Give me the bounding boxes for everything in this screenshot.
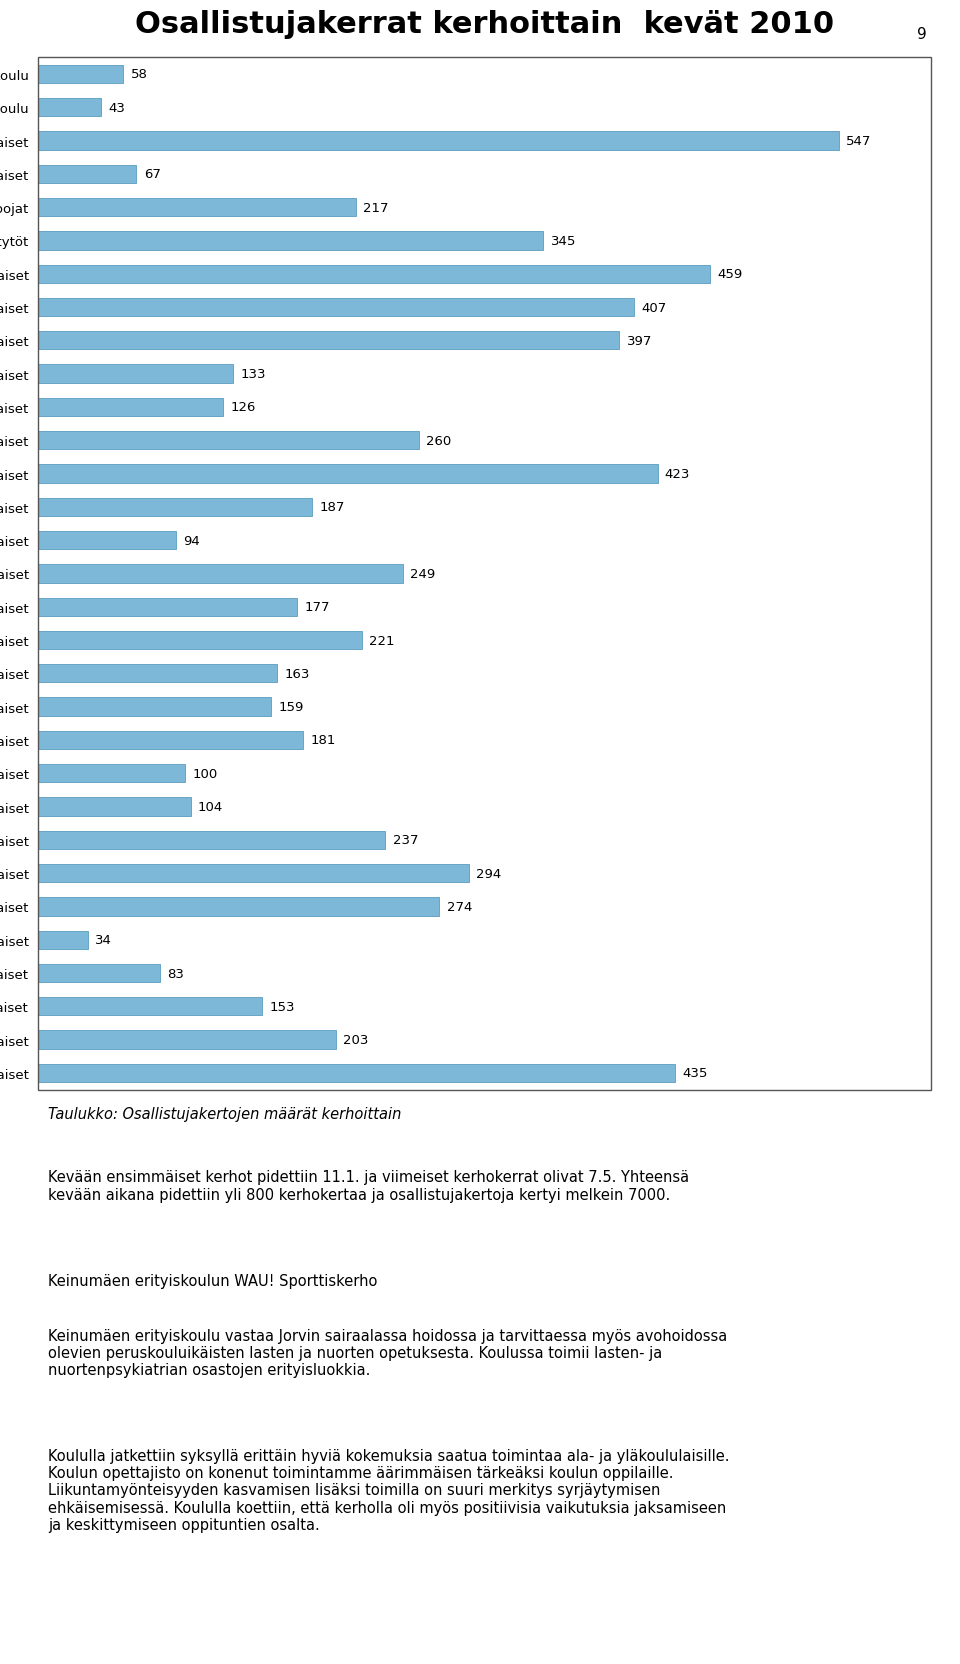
Text: 345: 345 xyxy=(551,235,576,248)
Bar xyxy=(38,965,160,982)
Bar xyxy=(38,532,176,549)
Text: 34: 34 xyxy=(95,934,112,947)
Bar xyxy=(38,932,88,948)
Bar xyxy=(38,133,839,151)
Bar xyxy=(38,399,223,418)
Text: 126: 126 xyxy=(230,401,255,414)
Text: 43: 43 xyxy=(108,102,126,115)
Text: 133: 133 xyxy=(240,368,266,381)
Bar xyxy=(38,1032,335,1050)
Bar xyxy=(38,431,419,449)
Bar xyxy=(38,466,658,484)
Bar xyxy=(38,266,710,285)
Text: Kevään ensimmäiset kerhot pidettiin 11.1. ja viimeiset kerhokerrat olivat 7.5. Y: Kevään ensimmäiset kerhot pidettiin 11.1… xyxy=(48,1170,689,1201)
Text: 159: 159 xyxy=(278,701,303,714)
Text: Taulukko: Osallistujakertojen määrät kerhoittain: Taulukko: Osallistujakertojen määrät ker… xyxy=(48,1107,401,1122)
Bar xyxy=(38,300,635,318)
Bar xyxy=(38,599,298,617)
Text: 67: 67 xyxy=(144,168,160,181)
Text: 100: 100 xyxy=(192,767,217,780)
Text: Keinumäen erityiskoulu vastaa Jorvin sairaalassa hoidossa ja tarvittaessa myös a: Keinumäen erityiskoulu vastaa Jorvin sai… xyxy=(48,1328,728,1378)
Text: 181: 181 xyxy=(311,734,336,747)
Text: 249: 249 xyxy=(410,567,436,581)
Text: 294: 294 xyxy=(476,867,501,880)
Bar xyxy=(38,366,233,384)
Text: 237: 237 xyxy=(393,834,419,847)
Bar xyxy=(38,699,271,717)
Bar xyxy=(38,832,385,850)
Bar xyxy=(38,166,136,185)
Bar xyxy=(38,566,403,584)
Text: 153: 153 xyxy=(270,1000,295,1013)
Bar xyxy=(38,499,312,518)
Text: 58: 58 xyxy=(131,68,148,82)
Bar xyxy=(38,100,102,118)
Text: 163: 163 xyxy=(284,667,310,681)
Text: 177: 177 xyxy=(304,601,330,614)
Bar xyxy=(38,632,362,651)
Bar xyxy=(38,333,619,351)
Text: 397: 397 xyxy=(627,334,652,348)
Text: 547: 547 xyxy=(847,135,872,148)
Text: Keinumäen erityiskoulun WAU! Sporttiskerho: Keinumäen erityiskoulun WAU! Sporttisker… xyxy=(48,1273,377,1288)
Text: 459: 459 xyxy=(717,268,743,281)
Text: 217: 217 xyxy=(363,201,389,215)
Bar xyxy=(38,67,123,85)
Text: 9: 9 xyxy=(917,27,926,42)
Bar xyxy=(38,732,303,749)
Bar xyxy=(38,666,277,684)
Text: 260: 260 xyxy=(426,434,451,448)
Bar xyxy=(38,1065,675,1083)
Bar xyxy=(38,899,440,915)
Bar xyxy=(38,765,184,784)
Bar xyxy=(38,865,468,884)
Text: 221: 221 xyxy=(370,634,395,647)
Title: Osallistujakerrat kerhoittain  kevät 2010: Osallistujakerrat kerhoittain kevät 2010 xyxy=(135,10,834,40)
Bar xyxy=(38,200,356,218)
Text: 274: 274 xyxy=(446,900,472,914)
Bar xyxy=(38,799,191,817)
Text: 423: 423 xyxy=(665,468,690,481)
Bar xyxy=(38,233,543,251)
Text: 187: 187 xyxy=(320,501,345,514)
Bar xyxy=(38,998,262,1015)
Text: 83: 83 xyxy=(167,967,184,980)
Text: 203: 203 xyxy=(343,1033,369,1047)
Text: 407: 407 xyxy=(641,301,666,314)
Text: 94: 94 xyxy=(183,534,200,547)
Text: Koululla jatkettiin syksyllä erittäin hyviä kokemuksia saatua toimintaa ala- ja : Koululla jatkettiin syksyllä erittäin hy… xyxy=(48,1448,730,1533)
Text: 104: 104 xyxy=(198,800,223,814)
Text: 435: 435 xyxy=(683,1067,708,1080)
